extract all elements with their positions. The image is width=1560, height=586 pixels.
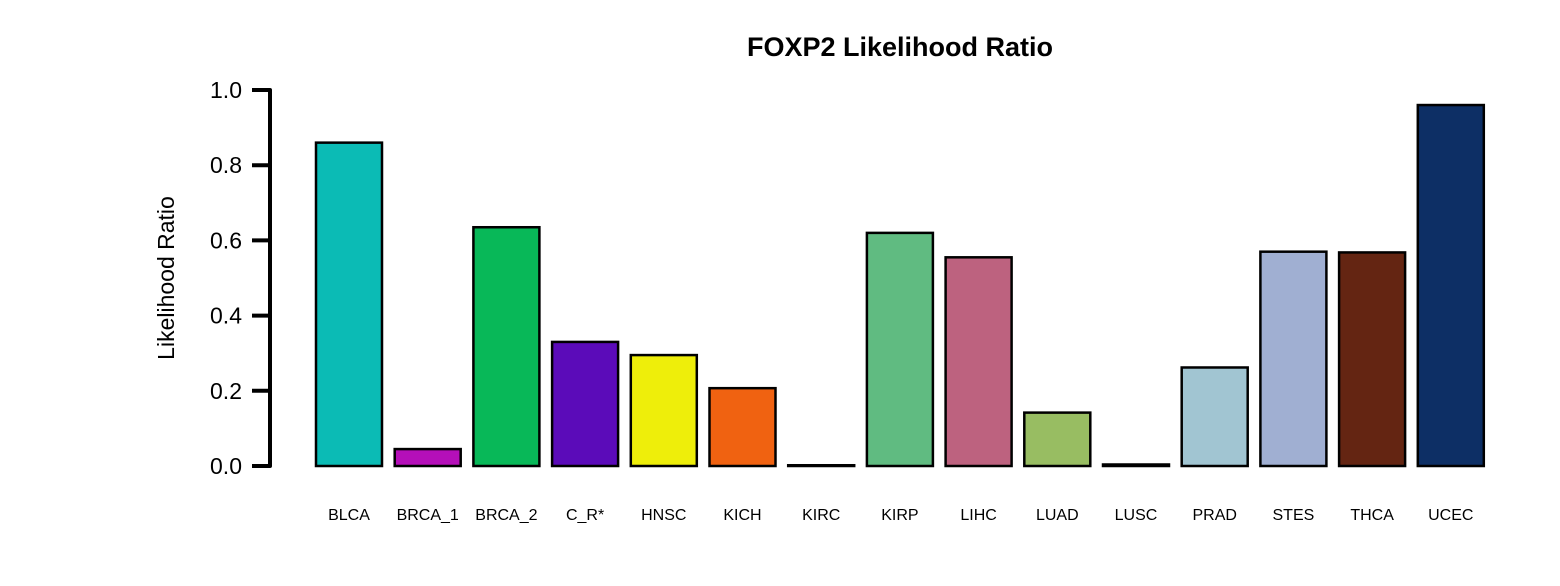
y-tick-label: 1.0 xyxy=(210,77,242,103)
bar-kich xyxy=(708,386,777,468)
x-tick-label: UCEC xyxy=(1428,507,1473,524)
bar-brca-2 xyxy=(472,225,541,468)
x-tick-label: KICH xyxy=(723,507,761,524)
y-tick-label: 0.4 xyxy=(210,303,242,329)
x-tick-label: STES xyxy=(1273,507,1315,524)
y-axis: 0.0 0.2 0.4 0.6 0.8 1.0 xyxy=(210,77,272,479)
bar-stes xyxy=(1259,250,1328,468)
bar-c-r- xyxy=(550,340,620,468)
x-tick-label: LUSC xyxy=(1115,507,1158,524)
x-tick-label: LUAD xyxy=(1036,507,1079,524)
chart-title: FOXP2 Likelihood Ratio xyxy=(747,32,1053,62)
y-tick-label: 0.8 xyxy=(210,152,242,178)
x-tick-label: PRAD xyxy=(1192,507,1236,524)
bar-lusc xyxy=(1101,463,1171,468)
x-tick-label: KIRP xyxy=(881,507,918,524)
bar-prad xyxy=(1180,366,1249,468)
x-tick-label: BRCA_2 xyxy=(475,507,537,524)
bar-lihc xyxy=(944,256,1013,468)
x-tick-label: KIRC xyxy=(802,507,840,524)
bars xyxy=(314,103,1486,468)
y-axis-label: Likelihood Ratio xyxy=(153,196,179,360)
bar-kirp xyxy=(865,231,935,468)
bar-brca-1 xyxy=(393,447,462,468)
bar-ucec xyxy=(1416,103,1486,468)
y-tick-label: 0.2 xyxy=(210,378,242,404)
x-tick-label: BRCA_1 xyxy=(397,507,459,524)
x-tick-label: HNSC xyxy=(641,507,686,524)
x-tick-label: BLCA xyxy=(328,507,370,524)
x-tick-label: C_R* xyxy=(566,507,604,524)
x-tick-label: LIHC xyxy=(960,507,996,524)
bar-hnsc xyxy=(629,353,699,468)
bar-thca xyxy=(1337,251,1407,468)
bar-luad xyxy=(1023,411,1092,468)
x-tick-label: THCA xyxy=(1350,507,1394,524)
x-tick-labels: BLCA BRCA_1 BRCA_2 C_R* HNSC KICH KIRC KIRP LIHC… xyxy=(328,507,1473,524)
y-tick-label: 0.6 xyxy=(210,227,242,253)
bar-blca xyxy=(314,141,384,468)
y-tick-label: 0.0 xyxy=(210,453,242,479)
bar-kirc xyxy=(786,463,856,468)
